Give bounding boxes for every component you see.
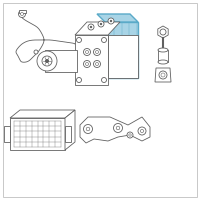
- Circle shape: [90, 26, 92, 28]
- Circle shape: [94, 60, 101, 68]
- Circle shape: [108, 18, 114, 24]
- Circle shape: [18, 10, 26, 18]
- Circle shape: [86, 127, 90, 131]
- Polygon shape: [108, 35, 138, 78]
- Ellipse shape: [158, 48, 168, 52]
- Circle shape: [86, 62, 88, 66]
- Circle shape: [45, 59, 49, 63]
- Circle shape: [100, 23, 102, 25]
- Polygon shape: [155, 68, 171, 82]
- Circle shape: [84, 60, 90, 68]
- Bar: [158, 50, 168, 62]
- Polygon shape: [97, 14, 138, 22]
- Circle shape: [34, 50, 38, 54]
- Polygon shape: [80, 117, 150, 143]
- Circle shape: [21, 12, 24, 16]
- Circle shape: [94, 48, 101, 55]
- Polygon shape: [10, 118, 65, 150]
- Polygon shape: [65, 110, 75, 150]
- Bar: [75, 35, 108, 85]
- Circle shape: [138, 127, 146, 135]
- Circle shape: [159, 71, 167, 79]
- Circle shape: [76, 38, 82, 43]
- Ellipse shape: [158, 60, 168, 64]
- Circle shape: [102, 77, 106, 82]
- Circle shape: [42, 56, 52, 66]
- Circle shape: [129, 134, 131, 136]
- Polygon shape: [4, 126, 10, 142]
- Circle shape: [102, 38, 106, 43]
- Circle shape: [37, 51, 57, 71]
- Bar: [45, 50, 77, 72]
- Polygon shape: [65, 126, 71, 142]
- Circle shape: [84, 48, 90, 55]
- Circle shape: [127, 132, 133, 138]
- Circle shape: [76, 77, 82, 82]
- Circle shape: [96, 62, 98, 66]
- Circle shape: [116, 126, 120, 130]
- Circle shape: [160, 29, 166, 35]
- Circle shape: [86, 50, 88, 53]
- Polygon shape: [105, 22, 138, 78]
- Polygon shape: [10, 110, 75, 118]
- Circle shape: [161, 73, 165, 77]
- Circle shape: [96, 50, 98, 53]
- Circle shape: [114, 123, 122, 132]
- Polygon shape: [75, 22, 120, 35]
- Bar: [18, 10, 26, 13]
- Circle shape: [84, 124, 92, 134]
- Circle shape: [88, 24, 94, 30]
- Circle shape: [110, 20, 112, 22]
- Circle shape: [98, 21, 104, 27]
- Circle shape: [140, 129, 144, 133]
